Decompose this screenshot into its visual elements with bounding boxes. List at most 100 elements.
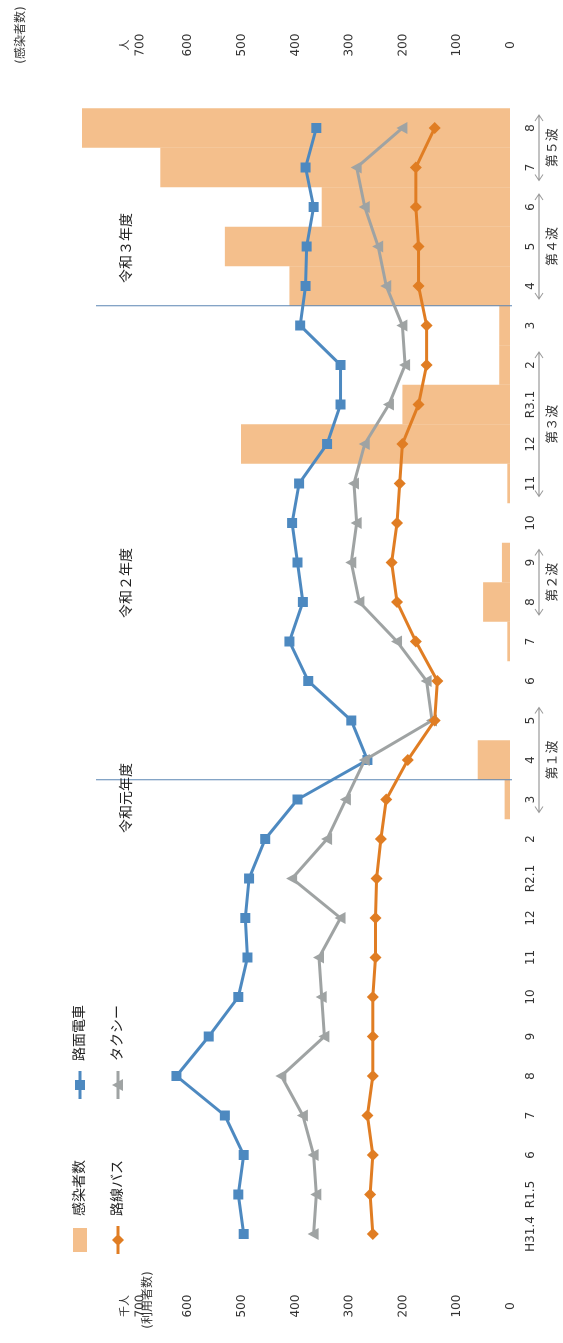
- data-point: [244, 873, 255, 884]
- right-axis-caption: (感染者数): [12, 6, 27, 63]
- category-tick-label: 10: [523, 515, 537, 530]
- data-point: [238, 1150, 249, 1160]
- data-point: [350, 517, 362, 529]
- data-point: [233, 1189, 244, 1200]
- data-point: [412, 398, 425, 411]
- data-point: [313, 951, 325, 964]
- legend-label: 路線バス: [110, 1160, 126, 1216]
- data-point: [374, 833, 387, 845]
- data-point: [391, 635, 403, 648]
- data-point: [275, 1070, 287, 1082]
- data-point: [382, 398, 394, 411]
- data-point: [296, 1109, 308, 1122]
- data-point: [372, 240, 384, 253]
- data-point: [358, 201, 370, 213]
- wave-label: 第４波: [546, 227, 561, 266]
- data-point: [307, 1149, 319, 1161]
- infection-bar: [477, 740, 510, 780]
- data-point: [219, 1110, 230, 1121]
- infection-bar: [504, 779, 510, 820]
- data-point: [260, 834, 271, 844]
- data-point: [366, 1030, 379, 1043]
- data-point: [420, 675, 432, 687]
- wave-arrow: [534, 174, 544, 182]
- data-point: [393, 477, 406, 490]
- data-point: [366, 991, 379, 1003]
- right-axis-tick-label: 400: [288, 34, 302, 57]
- data-point: [364, 1188, 377, 1201]
- data-point: [292, 557, 303, 568]
- wave-label: 第５波: [546, 128, 561, 167]
- infection-bar: [289, 266, 510, 306]
- data-point: [297, 597, 308, 607]
- data-point: [380, 793, 393, 806]
- category-tick-label: R1.5: [523, 1181, 537, 1208]
- wave-arrow: [534, 608, 544, 616]
- category-tick-label: 9: [523, 559, 537, 567]
- data-point: [334, 912, 346, 924]
- left-axis-unit: 千人: [118, 1295, 131, 1317]
- data-point: [346, 715, 357, 726]
- left-axis-tick-label: 400: [288, 1295, 302, 1318]
- data-point: [385, 556, 398, 569]
- data-point: [399, 359, 411, 371]
- legend-marker: [112, 1079, 123, 1091]
- legend-marker: [112, 1234, 124, 1246]
- right-axis-tick-label: 200: [395, 34, 409, 57]
- data-point: [242, 952, 253, 963]
- data-point: [353, 596, 365, 608]
- data-point: [335, 399, 346, 410]
- data-point: [391, 517, 404, 529]
- infection-bar: [224, 226, 511, 267]
- data-point: [311, 123, 322, 133]
- data-point: [370, 872, 383, 885]
- data-point: [292, 794, 303, 805]
- data-point: [358, 438, 370, 450]
- infection-bar: [160, 147, 511, 188]
- data-point: [284, 636, 295, 647]
- data-point: [286, 872, 298, 885]
- data-point: [347, 477, 359, 490]
- data-point: [335, 360, 346, 370]
- data-point: [321, 833, 333, 845]
- data-point: [396, 319, 408, 332]
- category-tick-label: 6: [523, 677, 537, 685]
- data-point: [238, 1229, 249, 1239]
- infection-bar: [499, 345, 510, 385]
- right-axis-tick-label: 0: [503, 41, 517, 49]
- data-point: [396, 438, 409, 450]
- category-tick-label: 7: [523, 638, 537, 646]
- wave-label: 第１波: [546, 740, 561, 779]
- data-point: [420, 359, 433, 371]
- data-point: [366, 1070, 379, 1082]
- data-point: [358, 754, 370, 766]
- data-point: [345, 556, 357, 569]
- fiscal-year-label: 令和元年度: [119, 763, 135, 833]
- infection-bar: [507, 463, 510, 504]
- data-point: [307, 1228, 319, 1240]
- data-point: [287, 518, 298, 528]
- wave-arrow: [534, 114, 544, 122]
- category-tick-label: 7: [523, 164, 537, 172]
- category-tick-label: 12: [523, 910, 537, 925]
- data-point: [369, 951, 382, 964]
- wave-arrow: [534, 351, 544, 359]
- data-point: [366, 1228, 379, 1240]
- data-point: [420, 319, 433, 332]
- wave-arrow: [534, 706, 544, 714]
- infection-bar: [483, 582, 510, 622]
- data-point: [240, 913, 251, 923]
- data-point: [396, 122, 408, 134]
- fiscal-year-label: 令和２年度: [119, 548, 135, 618]
- category-tick-label: 3: [523, 796, 537, 804]
- data-point: [401, 754, 414, 766]
- left-axis-tick-label: 100: [449, 1295, 463, 1318]
- category-tick-label: 4: [523, 282, 537, 290]
- category-tick-label: 5: [523, 243, 537, 251]
- data-point: [350, 161, 362, 174]
- right-axis-unit: 人: [118, 39, 131, 50]
- category-tick-label: R2.1: [523, 865, 537, 892]
- wave-arrow: [534, 193, 544, 201]
- category-tick-label: 8: [523, 598, 537, 606]
